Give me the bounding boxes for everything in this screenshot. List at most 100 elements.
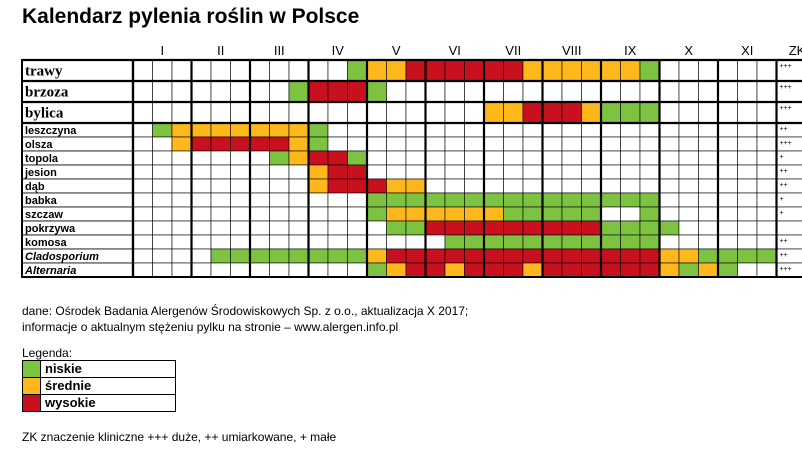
pollen-cell (464, 80, 485, 103)
pollen-cell (503, 248, 524, 264)
pollen-cell (347, 178, 368, 194)
pollen-cell (191, 206, 212, 222)
pollen-cell (269, 136, 290, 152)
legend-label-wysokie: wysokie (45, 395, 96, 410)
pollen-cell (366, 178, 387, 194)
pollen-cell (620, 262, 641, 278)
plant-label-jesion: jesion (24, 167, 57, 179)
pollen-cell (698, 150, 719, 166)
pollen-cell (405, 262, 426, 278)
pollen-cell (600, 220, 621, 236)
pollen-cell (132, 136, 153, 152)
clinical-significance-note: ZK znaczenie kliniczne +++ duże, ++ umia… (22, 430, 337, 444)
pollen-cell (464, 262, 485, 278)
pollen-cell (132, 248, 153, 264)
pollen-cell (191, 220, 212, 236)
pollen-cell (132, 150, 153, 166)
pollen-cell (171, 59, 192, 82)
pollen-cell (542, 178, 563, 194)
pollen-cell (366, 234, 387, 250)
zk-value: +++ (780, 105, 792, 112)
pollen-cell (464, 206, 485, 222)
pollen-cell (639, 101, 660, 124)
pollen-cell (542, 59, 563, 82)
pollen-cell (152, 234, 173, 250)
pollen-cell (288, 192, 309, 208)
pollen-cell (483, 150, 504, 166)
pollen-cell (132, 206, 153, 222)
pollen-cell (308, 122, 329, 138)
pollen-cell (600, 206, 621, 222)
pollen-cell (561, 234, 582, 250)
pollen-cell (561, 80, 582, 103)
pollen-cell (132, 101, 153, 124)
pollen-cell (366, 122, 387, 138)
pollen-cell (152, 220, 173, 236)
pollen-cell (269, 248, 290, 264)
zk-value: ++ (780, 168, 788, 175)
pollen-cell (269, 80, 290, 103)
pollen-cell (483, 262, 504, 278)
pollen-cell (288, 122, 309, 138)
month-label-VI: VI (449, 43, 461, 58)
pollen-cell (659, 192, 680, 208)
pollen-cell (405, 59, 426, 82)
pollen-cell (600, 262, 621, 278)
pollen-cell (191, 122, 212, 138)
pollen-cell (405, 101, 426, 124)
pollen-cell (191, 136, 212, 152)
pollen-cell (308, 262, 329, 278)
pollen-cell (386, 101, 407, 124)
pollen-cell (327, 220, 348, 236)
pollen-cell (503, 262, 524, 278)
zk-value: +++ (780, 84, 792, 91)
pollen-cell (639, 80, 660, 103)
pollen-cell (717, 234, 738, 250)
pollen-cell (659, 262, 680, 278)
pollen-cell (522, 136, 543, 152)
pollen-cell (269, 178, 290, 194)
pollen-cell (698, 136, 719, 152)
pollen-cell (405, 136, 426, 152)
month-label-XI: XI (741, 43, 753, 58)
pollen-cell (405, 234, 426, 250)
pollen-cell (737, 192, 758, 208)
pollen-cell (269, 262, 290, 278)
pollen-cell (620, 136, 641, 152)
pollen-cell (737, 178, 758, 194)
pollen-cell (522, 122, 543, 138)
pollen-cell (503, 192, 524, 208)
pollen-cell (522, 59, 543, 82)
pollen-cell (171, 80, 192, 103)
pollen-cell (717, 122, 738, 138)
pollen-cell (639, 262, 660, 278)
plant-label-brzoza: brzoza (25, 85, 69, 101)
pollen-cell (678, 59, 699, 82)
pollen-cell (210, 80, 231, 103)
pollen-cell (132, 234, 153, 250)
pollen-cell (620, 80, 641, 103)
pollen-cell (249, 59, 270, 82)
pollen-cell (171, 262, 192, 278)
pollen-cell (230, 164, 251, 180)
pollen-cell (756, 234, 777, 250)
pollen-cell (600, 150, 621, 166)
pollen-cell (464, 220, 485, 236)
pollen-cell (405, 80, 426, 103)
pollen-cell (366, 248, 387, 264)
pollen-cell (561, 178, 582, 194)
pollen-cell (522, 164, 543, 180)
pollen-cell (581, 59, 602, 82)
pollen-cell (210, 234, 231, 250)
pollen-cell (659, 220, 680, 236)
pollen-cell (347, 122, 368, 138)
pollen-cell (171, 192, 192, 208)
pollen-cell (269, 234, 290, 250)
pollen-cell (249, 220, 270, 236)
pollen-cell (503, 164, 524, 180)
pollen-cell (191, 80, 212, 103)
pollen-cell (444, 192, 465, 208)
pollen-cell (678, 206, 699, 222)
pollen-cell (717, 262, 738, 278)
pollen-cell (386, 220, 407, 236)
